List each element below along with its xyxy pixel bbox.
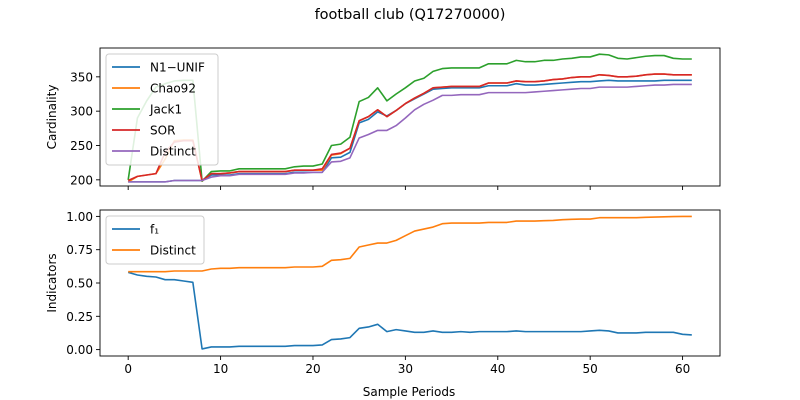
x-tick-label: 40 — [490, 362, 505, 376]
y-tick-label: 300 — [70, 105, 93, 119]
y-tick-label: 200 — [70, 173, 93, 187]
legend-label: Chao92 — [150, 82, 196, 96]
legend: N1−UNIF Chao92 Jack1 SOR Distinct — [105, 53, 219, 166]
y-tick-label: 0.00 — [66, 343, 93, 357]
x-tick-label: 10 — [213, 362, 228, 376]
plot-frame — [99, 47, 721, 187]
y-tick-label: 0.50 — [66, 277, 93, 291]
legend-label: Distinct — [150, 244, 196, 258]
x-tick-label: 60 — [675, 362, 690, 376]
x-tick-label: 50 — [583, 362, 598, 376]
x-tick-label: 20 — [305, 362, 320, 376]
y-tick-label: 0.75 — [66, 243, 93, 257]
subplot-cardinality: 200 250 300 350 Cardinality N1−UNIF Chao92 Jack… — [45, 47, 721, 190]
subplots: 200250300350CardinalityN1−UNIFChao92Jack… — [45, 47, 721, 399]
y-tick-label: 350 — [70, 70, 93, 84]
series-line-sor — [127, 73, 692, 182]
x-tick-label: 0 — [124, 362, 132, 376]
subplot-indicators: 0 10 20 30 40 50 60 0.00 0.25 0.50 0.75 1.00 Indicat… — [45, 209, 721, 399]
y-tick-label: 1.00 — [66, 210, 93, 224]
series-line-distinct — [128, 215, 692, 273]
legend-label: Distinct — [150, 145, 196, 159]
x-axis-label: Sample Periods — [363, 385, 455, 399]
legend-label: SOR — [150, 124, 175, 138]
legend-box — [105, 215, 205, 265]
x-tick-label: 30 — [398, 362, 413, 376]
series-line-distinct — [128, 83, 692, 183]
series-line-f- — [127, 271, 692, 350]
y-axis-label: Indicators — [45, 253, 59, 312]
figure-title: football club (Q17270000) — [315, 7, 506, 23]
y-tick-label: 250 — [70, 139, 93, 153]
series-line-jack1 — [127, 53, 692, 182]
y-axis-label: Cardinality — [45, 85, 59, 150]
legend-label: Jack1 — [149, 103, 182, 117]
y-tick-label: 0.25 — [66, 310, 93, 324]
legend-label: f₁ — [150, 223, 159, 237]
legend-box — [105, 53, 219, 166]
legend: f₁ Distinct — [105, 215, 205, 265]
legend-label: N1−UNIF — [150, 61, 205, 75]
